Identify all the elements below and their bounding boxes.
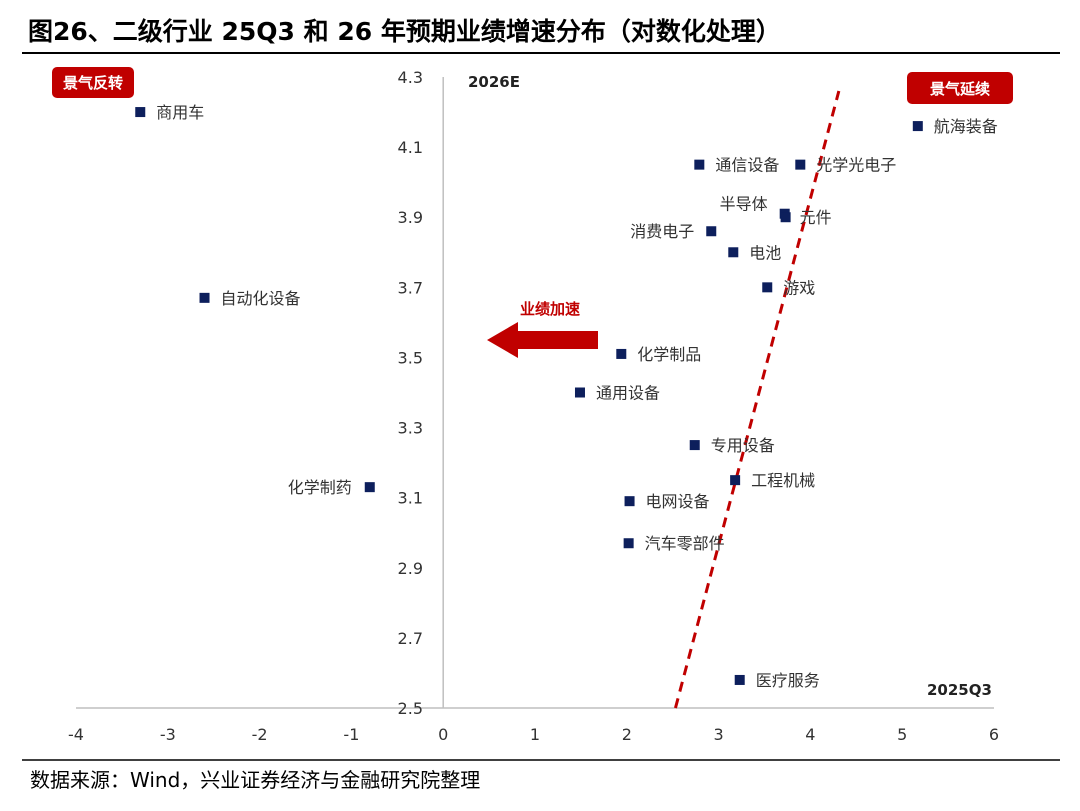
data-point-label: 游戏 [783, 278, 815, 297]
x-tick-label: 0 [438, 725, 448, 744]
data-point-label: 通用设备 [596, 384, 660, 403]
badge-right-label: 景气延续 [930, 80, 990, 98]
data-point-label: 化学制药 [288, 478, 352, 497]
x-tick-label: -2 [252, 725, 268, 744]
data-point-label: 汽车零部件 [645, 534, 725, 553]
y-tick-label: 3.3 [398, 419, 423, 438]
data-point-label: 专用设备 [711, 436, 775, 455]
arrow-label: 业绩加速 [520, 300, 580, 318]
badge-right: 景气延续 [907, 72, 1013, 104]
axes: -4 -3 -2 -1 0 1 2 3 4 5 6 2.5 2.7 2.9 3.1 3.3 3.5 3.7 3.9 4… [68, 68, 999, 744]
data-point-label: 半导体 [720, 195, 768, 214]
data-point-label: 电池 [749, 243, 781, 262]
data-point-marker [624, 496, 635, 507]
x-axis-title: 2025Q3 [927, 681, 992, 699]
data-point-label: 航海装备 [934, 117, 998, 136]
x-tick-label: 4 [805, 725, 815, 744]
data-point-marker [706, 226, 717, 237]
x-tick-label: 3 [714, 725, 724, 744]
data-point-marker [728, 247, 739, 258]
data-point-label: 电网设备 [646, 492, 710, 511]
left-arrow-icon [487, 322, 598, 358]
y-tick-label: 4.3 [398, 68, 423, 87]
source-note: 数据来源：Wind，兴业证券经济与金融研究院整理 [30, 768, 480, 792]
data-point-label: 光学光电子 [816, 156, 896, 175]
data-point-marker [135, 107, 146, 118]
y-axis-title: 2026E [468, 73, 520, 91]
data-point-marker [780, 212, 791, 223]
data-point-label: 自动化设备 [221, 289, 301, 308]
acceleration-arrow: 业绩加速 [487, 300, 598, 358]
y-tick-label: 3.1 [398, 489, 423, 508]
y-tick-label: 2.5 [398, 699, 423, 718]
y-tick-label: 3.9 [398, 208, 423, 227]
data-point-marker [623, 538, 634, 549]
y-tick-label: 2.7 [398, 629, 423, 648]
trend-line [674, 90, 841, 709]
x-tick-label: 5 [897, 725, 907, 744]
data-point-marker [912, 121, 923, 132]
data-point-marker [795, 159, 806, 170]
data-point-label: 化学制品 [637, 345, 701, 364]
x-tick-label: -4 [68, 725, 84, 744]
data-point-label: 消费电子 [630, 222, 694, 241]
y-tick-label: 3.5 [398, 348, 423, 367]
y-tick-label: 4.1 [398, 138, 423, 157]
data-point-label: 医疗服务 [756, 671, 820, 690]
x-tick-label: 2 [622, 725, 632, 744]
data-point-marker [616, 348, 627, 359]
data-point-marker [199, 292, 210, 303]
chart-title: 图26、二级行业 25Q3 和 26 年预期业绩增速分布（对数化处理） [28, 17, 781, 46]
y-tick-label: 2.9 [398, 559, 423, 578]
data-point-label: 元件 [800, 208, 832, 227]
x-tick-label: -1 [343, 725, 359, 744]
x-tick-label: -3 [160, 725, 176, 744]
data-point-marker [730, 475, 741, 486]
data-point-label: 商用车 [156, 103, 204, 122]
data-point-marker [762, 282, 773, 293]
data-point-marker [364, 482, 375, 493]
data-point-marker [694, 159, 705, 170]
data-point-label: 通信设备 [715, 156, 779, 175]
x-tick-label: 1 [530, 725, 540, 744]
badge-left: 景气反转 [52, 67, 134, 98]
data-point-marker [574, 387, 585, 398]
badge-left-label: 景气反转 [63, 74, 123, 92]
data-point-marker [734, 674, 745, 685]
y-tick-label: 3.7 [398, 278, 423, 297]
data-point-label: 工程机械 [751, 471, 815, 490]
data-point-marker [689, 440, 700, 451]
x-tick-label: 6 [989, 725, 999, 744]
